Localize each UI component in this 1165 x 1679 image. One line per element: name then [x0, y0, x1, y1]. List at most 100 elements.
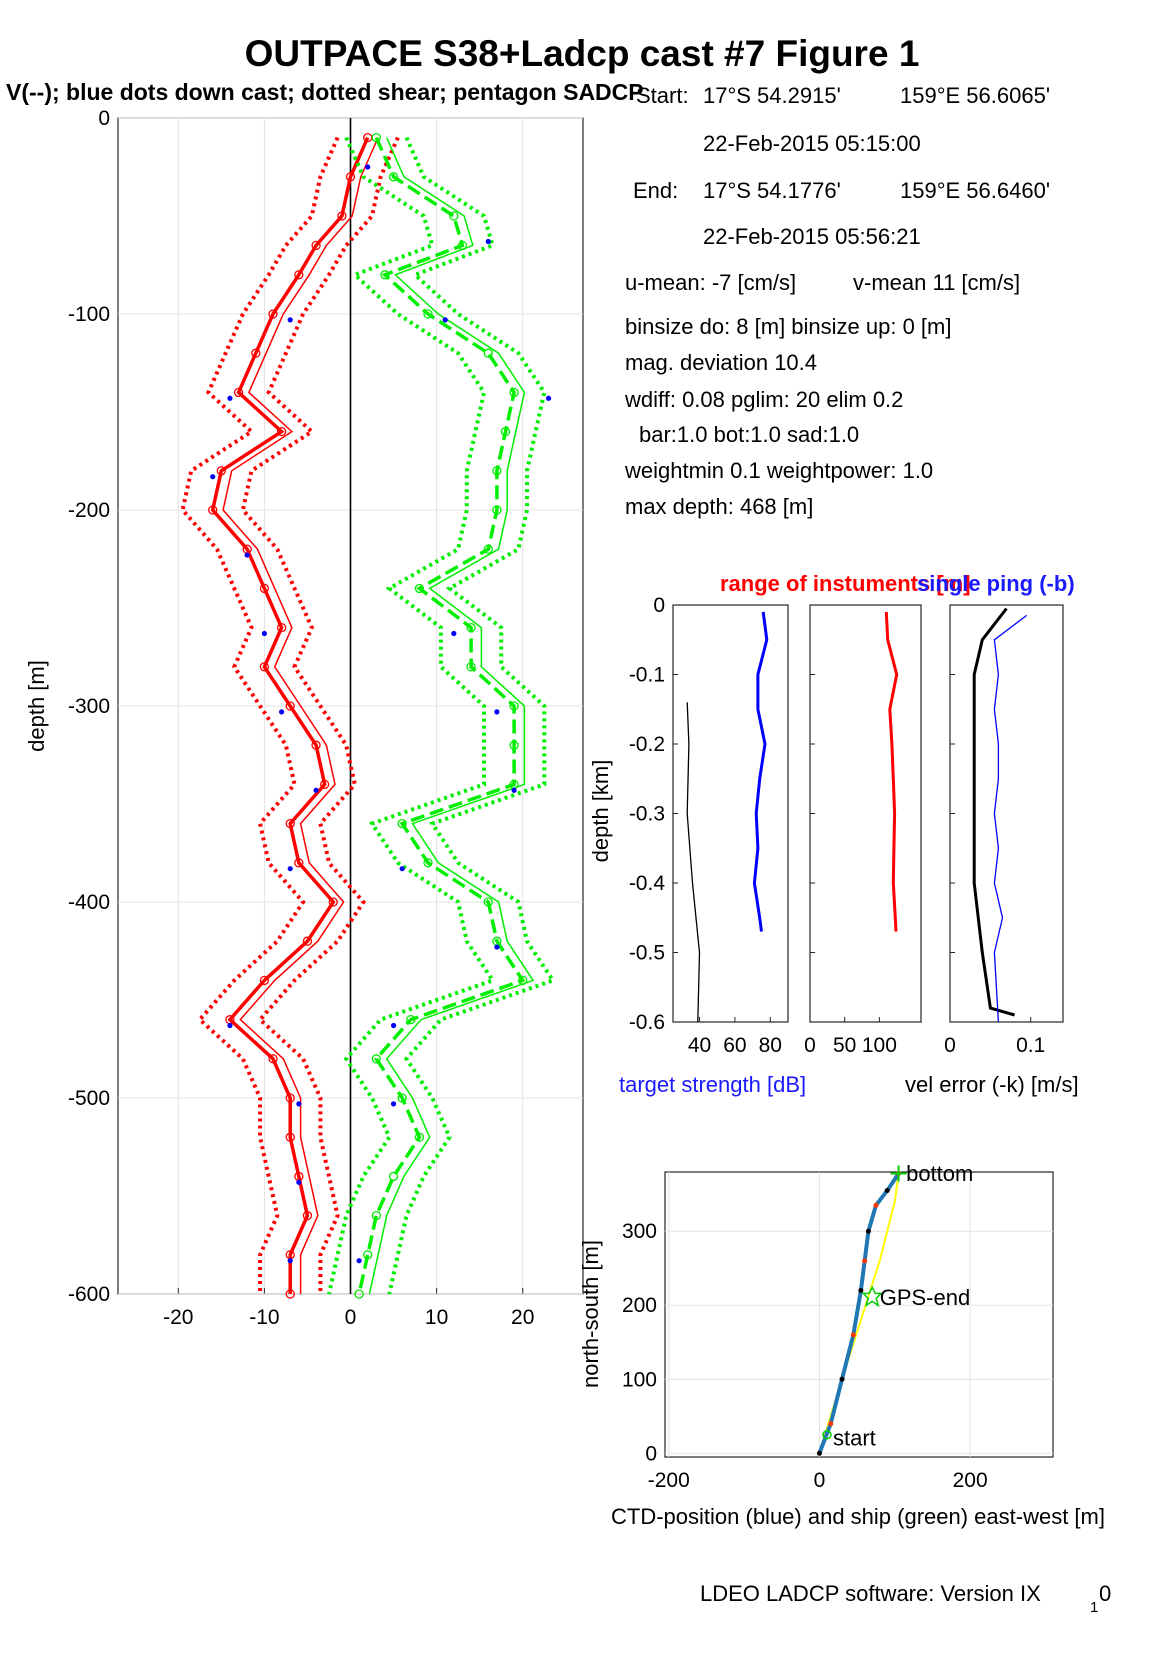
u-velocity-point [259, 662, 270, 672]
downcast-dot [365, 164, 371, 170]
v-velocity-point [354, 1289, 364, 1299]
position-ytick-label: 0 [645, 1442, 657, 1465]
figure-title: OUTPACE S38+Ladcp cast #7 Figure 1 [245, 33, 920, 74]
u-velocity-point [259, 975, 270, 986]
end-lat: 17°S 54.1776' [703, 178, 841, 203]
position-tick-labels: -200 0 200 0 100 200 300 [622, 1220, 988, 1492]
v-velocity-point [483, 348, 493, 358]
u-velocity-point [276, 426, 287, 437]
v-velocity-point [380, 270, 390, 280]
u-velocity-point [285, 1093, 295, 1103]
range-title: range of instuments [m] [720, 571, 971, 596]
velocity-ytick-label: -500 [68, 1087, 110, 1110]
velocity-xtick-label: 20 [511, 1306, 534, 1329]
v-velocity-point [388, 1171, 399, 1182]
velocity-tick-labels: -20 -10 0 10 200-100-200-300-400-500-600 [68, 107, 534, 1329]
start-marker [822, 1430, 832, 1440]
instrument-ytick-label: -0.5 [629, 942, 665, 965]
start-time: 22-Feb-2015 05:15:00 [703, 131, 921, 156]
position-annotation-start: start [833, 1425, 876, 1450]
velocity-ytick-label: -600 [68, 1283, 110, 1306]
position-plot-frame [664, 1171, 1054, 1458]
target-strength-panel-frame [672, 604, 789, 1023]
vel-error-xtick-label: 0.1 [1016, 1034, 1045, 1057]
vel-error-xlabel: vel error (-k) [m/s] [905, 1072, 1079, 1097]
v-velocity-point [414, 583, 425, 594]
software-tail: 0 [1099, 1581, 1111, 1606]
position-ytick-label: 200 [622, 1294, 657, 1317]
bar-bot-sad: bar:1.0 bot:1.0 sad:1.0 [639, 422, 859, 447]
downcast-dot [451, 630, 457, 637]
binsize: binsize do: 8 [m] binsize up: 0 [m] [625, 314, 952, 339]
target-strength-xtick-label: 60 [723, 1034, 746, 1057]
downcast-dot [390, 1022, 397, 1029]
start-label: Start: [636, 83, 689, 108]
start-lat: 17°S 54.2915' [703, 83, 841, 108]
v-velocity-point [509, 740, 519, 750]
ctd-track-point [839, 1376, 845, 1382]
position-xtick-label: 200 [953, 1469, 988, 1492]
velocity-xtick-label: 10 [425, 1306, 448, 1329]
position-chart: start bottom GPS-end -200 0 200 0 100 200 300 no… [578, 1161, 1105, 1529]
range-panel-frame [809, 604, 922, 1023]
downcast-dot [287, 317, 293, 323]
u-shear-lower [180, 136, 340, 1294]
ctd-track-point [816, 1450, 822, 1456]
mag-deviation: mag. deviation 10.4 [625, 350, 817, 375]
v-velocity-point [466, 622, 476, 633]
instrument-ytick-label: -0.2 [629, 733, 665, 756]
downcast-dot [261, 630, 267, 637]
velocity-ytick-label: -100 [68, 303, 110, 326]
v-velocity-point [388, 172, 399, 182]
u-velocity-line [210, 136, 370, 1294]
position-xlabel: CTD-position (blue) and ship (green) eas… [611, 1504, 1105, 1529]
ctd-track-point [873, 1202, 879, 1208]
u-velocity-point [294, 858, 304, 868]
v-velocity-point [423, 309, 433, 319]
vel-error-panel-frame [949, 604, 1064, 1023]
v-velocity-point [509, 387, 519, 398]
instrument-ytick-label: -0.3 [629, 803, 665, 826]
v-velocity-upcast-line [368, 137, 535, 1295]
position-series: start bottom GPS-end [816, 1161, 973, 1456]
velocity-grid [118, 117, 583, 1295]
u-velocity-point [285, 1132, 295, 1142]
velocity-ylabel: depth [m] [24, 660, 49, 752]
position-annotation-gpsend: GPS-end [880, 1285, 971, 1310]
u-velocity-point [285, 818, 295, 829]
v-velocity-point [449, 211, 459, 221]
instrument-ytick-label: -0.4 [629, 872, 666, 895]
cast-info: Start: 17°S 54.2915' 159°E 56.6065' 22-F… [624, 83, 1050, 519]
software-label: LDEO LADCP software: Version IX [700, 1581, 1041, 1606]
target-strength-target-strength-line [752, 611, 769, 932]
v-shear-upper [387, 136, 556, 1295]
instrument-panel-group: 0 -0.1 -0.2 -0.3 -0.4 -0.5 -0.6 40 60 80 0 50 100 0 0.… [629, 594, 1064, 1057]
u-shear-upper [240, 136, 400, 1294]
u-velocity-point [320, 779, 330, 790]
ctd-track-point [828, 1421, 834, 1427]
u-velocity-point [328, 897, 338, 907]
downcast-dot [296, 1179, 302, 1185]
instrument-ytick-label: -0.6 [629, 1011, 665, 1034]
velocity-xtick-label: -20 [163, 1306, 193, 1329]
end-label: End: [633, 178, 678, 203]
downcast-dot [287, 866, 293, 872]
position-ytick-label: 100 [622, 1368, 657, 1391]
instrument-panels: range of instuments [m] single ping (-b)… [588, 571, 1079, 1097]
u-velocity-upcast-line [222, 137, 379, 1294]
position-ylabel: north-south [m] [578, 1240, 603, 1388]
vel-error-xtick-label: 0 [944, 1034, 956, 1057]
velocity-series [180, 132, 556, 1299]
target-strength-black-profile-line [686, 702, 701, 1023]
start-lon: 159°E 56.6065' [900, 83, 1050, 108]
u-velocity-point [268, 1054, 278, 1064]
v-velocity-point [466, 662, 476, 672]
downcast-dot [442, 317, 448, 323]
v-velocity-point [397, 818, 407, 829]
downcast-dot [399, 866, 405, 872]
velocity-ytick-label: -300 [68, 695, 110, 718]
v-shear-lower [327, 136, 496, 1295]
u-velocity-point [345, 172, 356, 182]
v-velocity-point [483, 544, 493, 554]
